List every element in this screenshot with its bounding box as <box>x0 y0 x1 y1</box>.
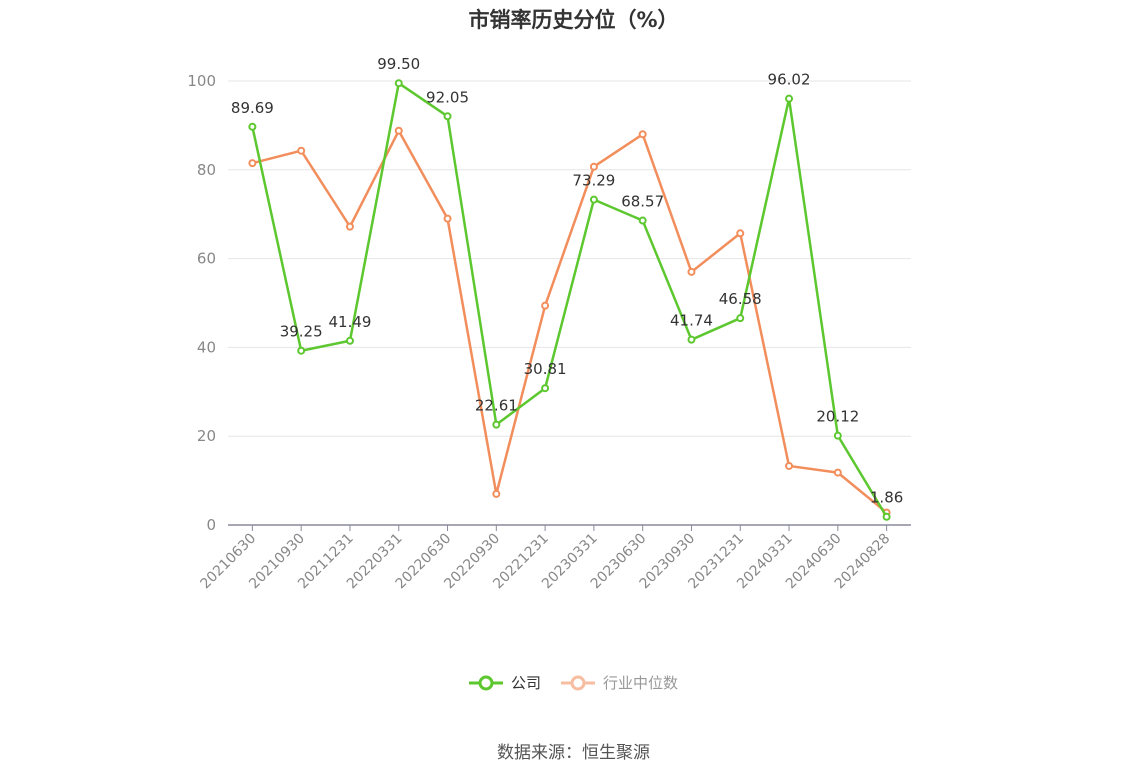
y-tick-label: 40 <box>197 338 216 356</box>
data-labels: 89.69 39.25 41.49 99.50 92.05 22.61 30.81 73.29… <box>231 55 903 507</box>
series-lines <box>248 79 891 521</box>
data-label: 68.57 <box>621 193 664 211</box>
data-label: 99.50 <box>377 55 420 73</box>
y-tick-label: 0 <box>206 516 216 534</box>
legend-label-industry-median: 行业中位数 <box>603 674 679 692</box>
data-label: 46.58 <box>719 290 762 308</box>
series-line <box>252 129 888 514</box>
data-point <box>443 112 452 121</box>
data-point <box>785 461 794 470</box>
data-label: 41.49 <box>328 313 371 331</box>
data-point <box>785 94 794 103</box>
series-line <box>251 81 888 518</box>
chart-title: 市销率历史分位（%） <box>468 8 679 32</box>
data-point <box>394 79 403 88</box>
data-point <box>589 162 598 171</box>
y-tick-label: 60 <box>197 250 216 268</box>
grid-lines <box>228 80 911 437</box>
data-source-text: 数据来源：恒生聚源 <box>497 743 650 763</box>
data-point <box>833 468 842 477</box>
data-label: 30.81 <box>524 360 567 378</box>
data-point <box>833 431 842 440</box>
data-point <box>736 229 745 238</box>
data-point <box>638 130 647 139</box>
data-point <box>492 489 501 498</box>
data-point <box>394 126 403 135</box>
data-label: 20.12 <box>816 408 859 426</box>
data-point <box>541 301 550 310</box>
data-point <box>492 420 501 429</box>
data-label: 39.25 <box>280 323 323 341</box>
data-point <box>638 216 647 225</box>
data-point <box>687 267 696 276</box>
data-point <box>443 214 452 223</box>
y-tick-label: 100 <box>187 72 216 90</box>
data-point <box>345 336 354 345</box>
data-point <box>297 146 306 155</box>
data-label: 92.05 <box>426 88 469 106</box>
data-point <box>687 335 696 344</box>
data-label: 89.69 <box>231 99 274 117</box>
data-point <box>736 314 745 323</box>
data-label: 22.61 <box>475 397 518 415</box>
data-point <box>345 222 354 231</box>
data-point <box>248 122 257 131</box>
legend-item-industry-median[interactable]: 行业中位数 <box>561 672 678 693</box>
data-label: 96.02 <box>768 71 811 89</box>
legend-label-company: 公司 <box>510 674 541 692</box>
y-tick-label: 80 <box>197 161 216 179</box>
data-point <box>589 195 598 204</box>
data-label: 1.86 <box>870 489 903 507</box>
legend-line-circle-icon <box>468 675 503 690</box>
data-point <box>297 346 306 355</box>
y-tick-label: 20 <box>197 427 216 445</box>
data-label: 41.74 <box>670 312 713 330</box>
data-point <box>248 159 257 168</box>
legend: 公司 行业中位数 <box>0 672 1147 693</box>
data-point <box>541 384 550 393</box>
data-point <box>882 512 891 521</box>
data-label: 73.29 <box>572 172 615 190</box>
legend-line-circle-icon <box>561 675 595 690</box>
legend-item-company[interactable]: 公司 <box>468 672 541 693</box>
